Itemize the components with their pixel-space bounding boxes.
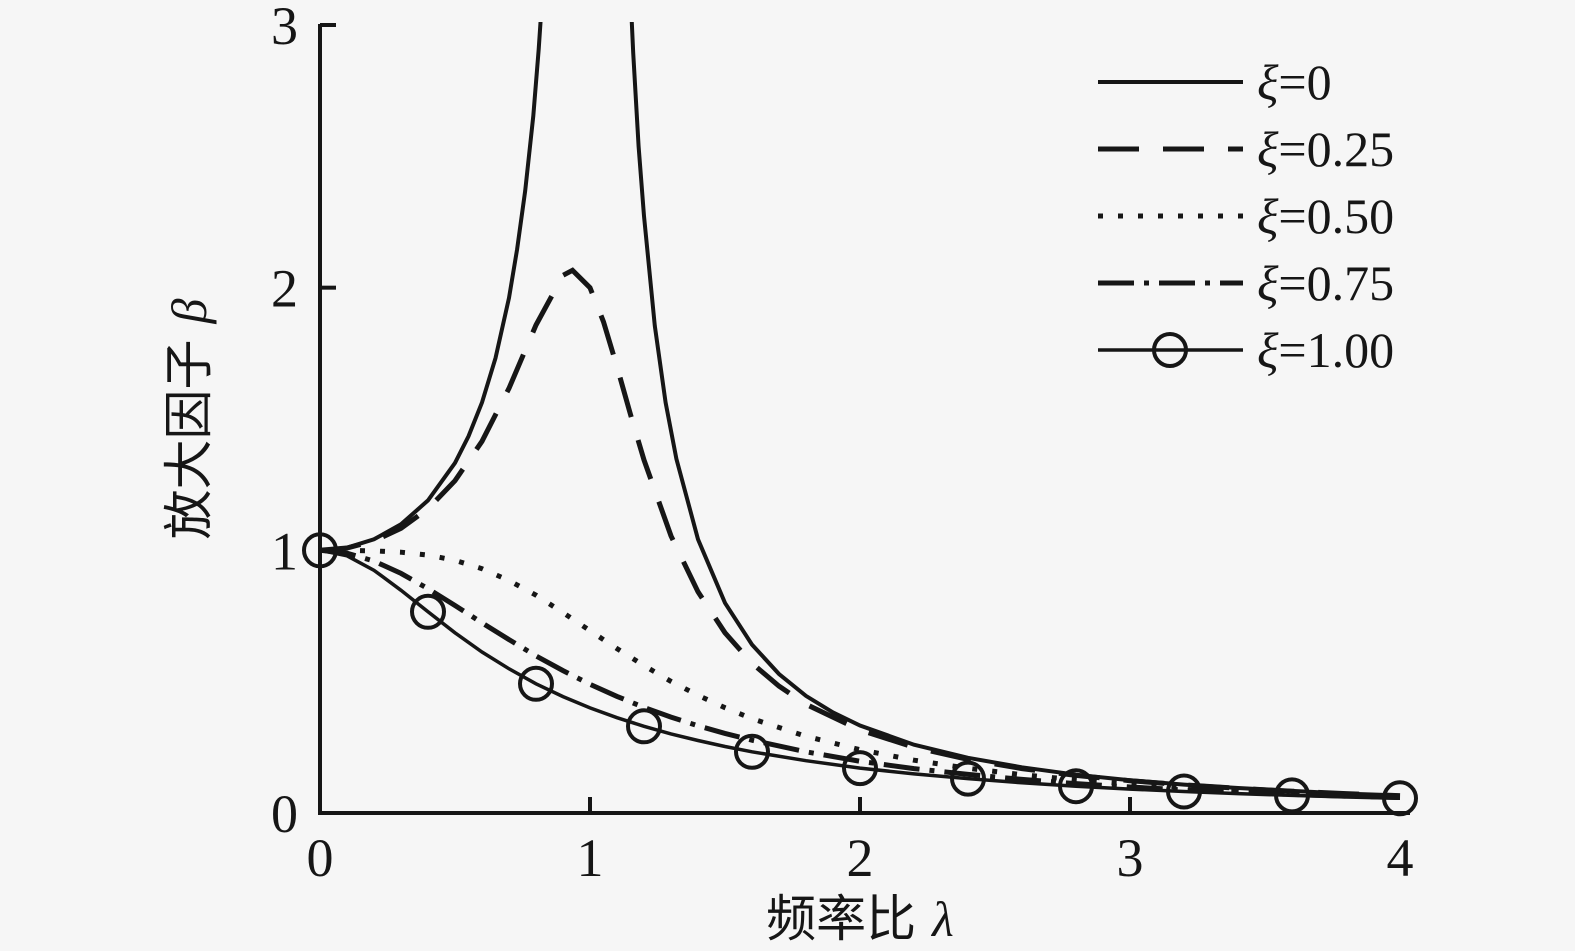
marker-circle-xi-100: [1058, 768, 1094, 805]
legend-xi-symbol: ξ: [1257, 322, 1279, 378]
x-tick-label-3: 3: [1117, 828, 1144, 888]
y-axis-title-symbol: β: [161, 298, 217, 324]
marker-circle-xi-100: [518, 665, 554, 702]
legend: ξ=0ξ=0.25ξ=0.50ξ=0.75ξ=1.00: [1098, 54, 1394, 378]
legend-xi-value: =0.75: [1278, 255, 1394, 311]
marker-circle-xi-100: [302, 532, 338, 569]
marker-circle-xi-100: [1166, 773, 1202, 810]
x-axis-title-text: 频率比: [766, 891, 916, 947]
legend-xi-value: =0.25: [1278, 121, 1394, 177]
curve-xi-100: [319, 548, 1401, 801]
marker-circle-xi-100: [410, 593, 446, 630]
curve-xi-0-branch2: [629, 22, 1401, 798]
marker-circle-xi-100: [626, 708, 662, 745]
y-tick-label-1: 1: [271, 521, 298, 581]
curve-xi-0: [319, 22, 543, 553]
legend-xi-value: =0: [1278, 54, 1331, 110]
legend-xi-symbol: ξ: [1257, 54, 1279, 110]
legend-item-xi-0: ξ=0: [1098, 54, 1332, 110]
curves-group: [319, 22, 1401, 801]
axes-group: [318, 22, 1410, 815]
legend-item-xi-025: ξ=0.25: [1098, 121, 1394, 177]
legend-item-xi-050: ξ=0.50: [1098, 188, 1394, 244]
y-tick-label-3: 3: [271, 0, 298, 56]
marker-circle-xi-100: [1274, 777, 1310, 814]
legend-label-xi-0: ξ=0: [1257, 54, 1332, 110]
x-tick-label-0: 0: [307, 828, 334, 888]
markers-group: [302, 532, 1418, 817]
marker-circle-xi-100: [734, 733, 770, 770]
legend-item-xi-075: ξ=0.75: [1098, 255, 1394, 311]
legend-marker-circle: [1152, 332, 1188, 368]
y-tick-label-0: 0: [271, 784, 298, 844]
legend-xi-symbol: ξ: [1257, 121, 1279, 177]
legend-xi-symbol: ξ: [1257, 188, 1279, 244]
y-axis-title-text: 放大因子: [161, 339, 217, 539]
tick-labels-group: 0 1 2 3 4 0 1 2 3: [271, 0, 1414, 888]
x-axis-title: 频率比 λ: [766, 891, 954, 947]
marker-circle-xi-100: [842, 750, 878, 787]
x-tick-label-2: 2: [847, 828, 874, 888]
y-axis-title: 放大因子 β: [161, 298, 217, 539]
legend-xi-value: =1.00: [1278, 322, 1394, 378]
legend-xi-value: =0.50: [1278, 188, 1394, 244]
x-axis-title-symbol: λ: [930, 891, 954, 947]
legend-label-xi-050: ξ=0.50: [1257, 188, 1394, 244]
legend-item-xi-100: ξ=1.00: [1098, 322, 1394, 378]
legend-xi-symbol: ξ: [1257, 255, 1279, 311]
marker-circle-xi-100: [1382, 780, 1418, 817]
x-tick-label-4: 4: [1387, 828, 1414, 888]
axis-lines: [318, 24, 1410, 815]
curve-xi-075: [319, 547, 1401, 800]
x-tick-label-1: 1: [577, 828, 604, 888]
y-tick-label-2: 2: [271, 259, 298, 319]
legend-label-xi-025: ξ=0.25: [1257, 121, 1394, 177]
legend-label-xi-100: ξ=1.00: [1257, 322, 1394, 378]
marker-circle-xi-100: [950, 760, 986, 797]
legend-label-xi-075: ξ=0.75: [1257, 255, 1394, 311]
curve-xi-050: [320, 547, 1401, 800]
curve-xi-025: [319, 267, 1401, 799]
